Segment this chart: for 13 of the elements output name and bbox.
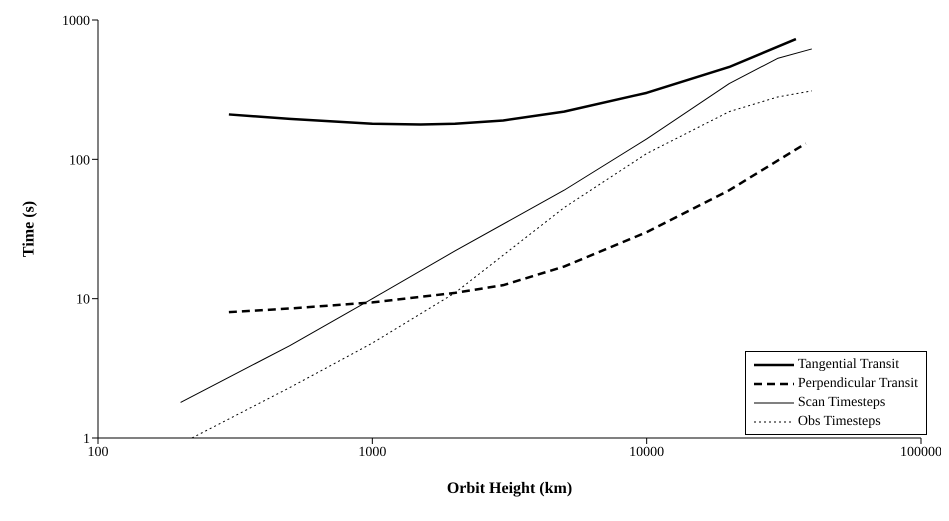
x-tick-label: 1000 — [358, 444, 386, 460]
y-tick-label: 100 — [69, 153, 90, 168]
x-tick-label: 100 — [88, 444, 108, 460]
x-tick-label: 10000 — [629, 444, 664, 460]
legend-label: Scan Timesteps — [798, 394, 886, 412]
y-axis-title: Time (s) — [20, 200, 38, 258]
y-tick-label: 1 — [83, 432, 90, 447]
legend-label: Perpendicular Transit — [798, 375, 918, 393]
legend-label: Obs Timesteps — [798, 413, 881, 431]
y-tick-label: 1000 — [62, 14, 90, 29]
y-tick-label: 10 — [76, 292, 90, 308]
legend-label: Tangential Transit — [798, 356, 900, 374]
x-axis-title: Orbit Height (km) — [446, 480, 572, 497]
